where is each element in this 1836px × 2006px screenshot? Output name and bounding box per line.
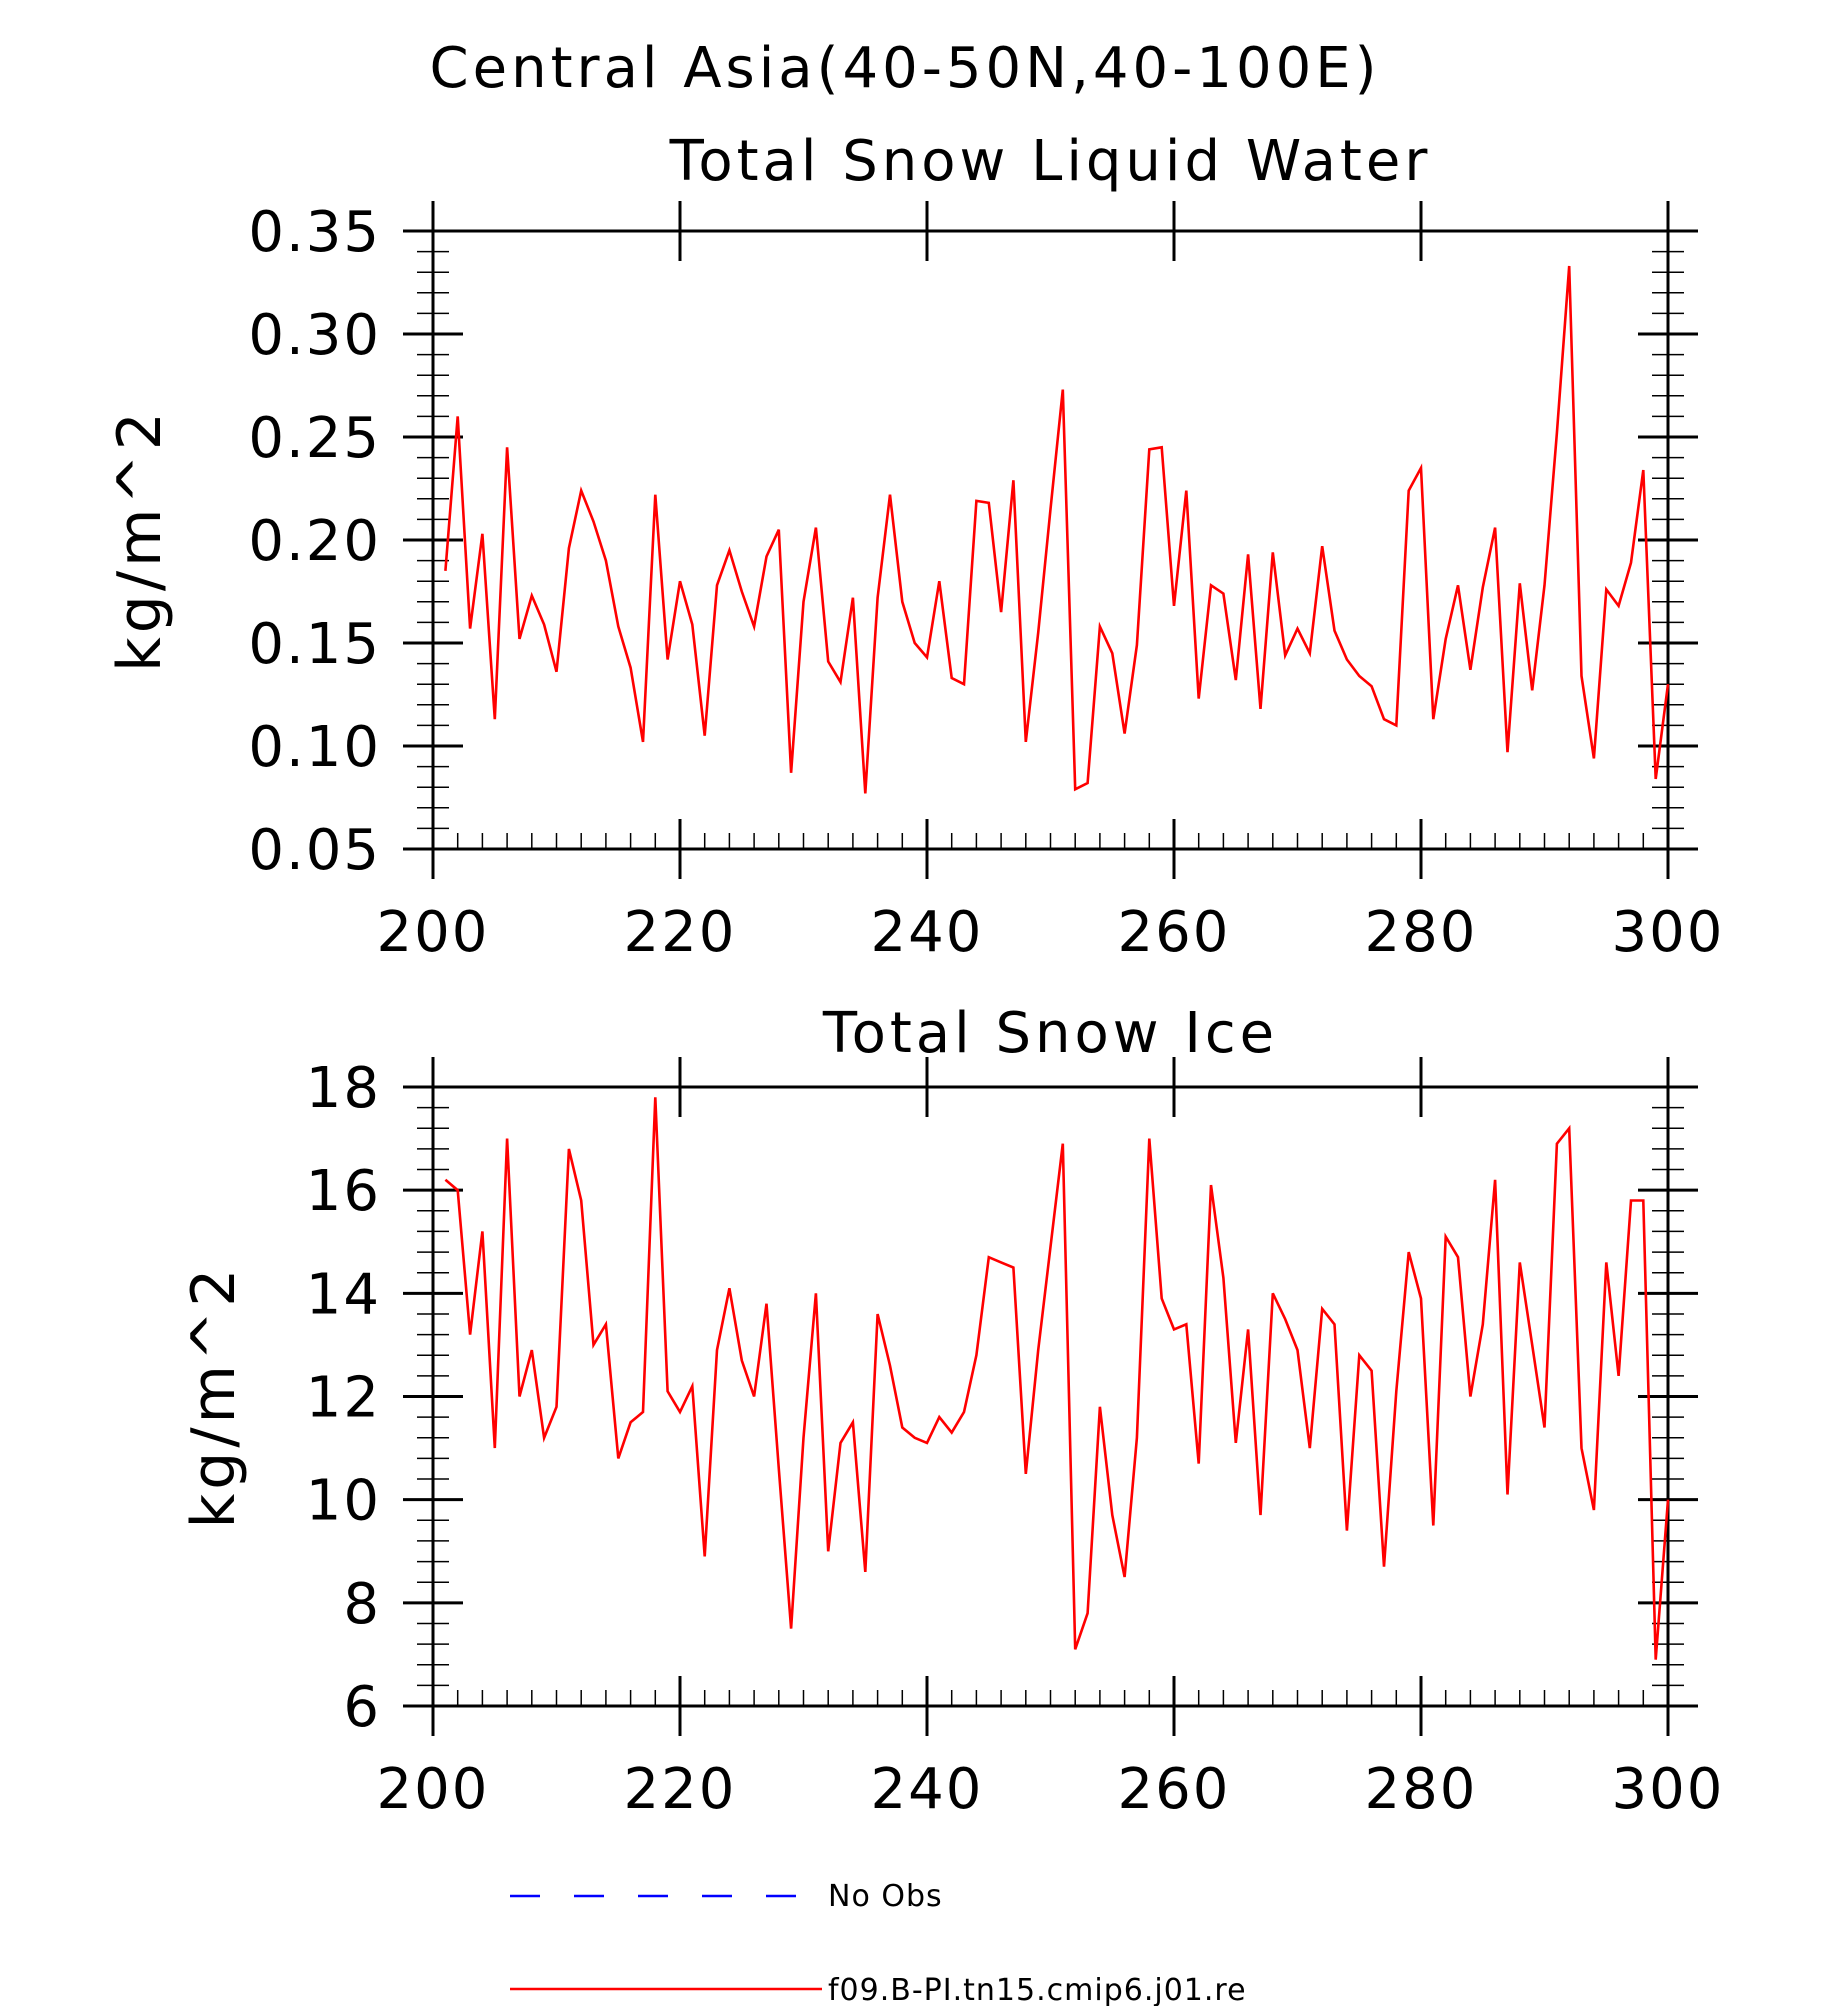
y-tick-label: 0.05 — [248, 818, 381, 883]
legend-label-no-obs: No Obs — [828, 1879, 943, 1914]
x-tick-label: 220 — [624, 1757, 737, 1822]
y-tick-label: 10 — [306, 1469, 381, 1534]
y-axis-label: kg/m^2 — [105, 408, 175, 672]
y-tick-label: 16 — [306, 1159, 381, 1224]
y-tick-label: 18 — [306, 1056, 381, 1121]
y-tick-label: 0.15 — [248, 612, 381, 677]
y-tick-label: 0.20 — [248, 509, 381, 574]
chart-total-snow-liquid-water: Total Snow Liquid Water 0.05 0.10 0.15 0.20 0… — [105, 129, 1725, 965]
x-tick-label: 240 — [871, 900, 984, 965]
x-tick-label: 300 — [1612, 1757, 1725, 1822]
x-tick-label: 200 — [377, 900, 490, 965]
x-tick-label: 260 — [1118, 900, 1231, 965]
x-tick-label: 300 — [1612, 900, 1725, 965]
y-tick-label: 6 — [343, 1675, 381, 1740]
x-tick-label: 200 — [377, 1757, 490, 1822]
y-tick-label: 0.30 — [248, 303, 381, 368]
legend: No Obs f09.B-PI.tn15.cmip6.j01.re — [510, 1879, 1247, 2006]
legend-label-model: f09.B-PI.tn15.cmip6.j01.re — [828, 1973, 1247, 2006]
page-title: Central Asia(40-50N,40-100E) — [430, 36, 1381, 101]
y-axis-label: kg/m^2 — [179, 1265, 249, 1529]
chart-title: Total Snow Ice — [822, 1001, 1278, 1066]
x-tick-label: 240 — [871, 1757, 984, 1822]
chart-title: Total Snow Liquid Water — [669, 129, 1432, 194]
x-tick-label: 260 — [1118, 1757, 1231, 1822]
plot-frame — [431, 229, 1670, 851]
y-tick-label: 12 — [306, 1366, 381, 1431]
chart-total-snow-ice: Total Snow Ice 6 8 10 12 14 16 18 200 220 240 260 28… — [179, 1001, 1725, 1822]
y-tick-label: 8 — [343, 1572, 381, 1637]
y-tick-label: 0.25 — [248, 406, 381, 471]
x-tick-label: 280 — [1365, 900, 1478, 965]
y-tick-label: 0.35 — [248, 200, 381, 265]
y-tick-label: 14 — [306, 1262, 381, 1327]
plot-frame — [431, 1085, 1670, 1708]
series-line — [444, 265, 1670, 794]
y-tick-label: 0.10 — [248, 715, 381, 780]
x-tick-label: 220 — [624, 900, 737, 965]
series-line — [444, 1097, 1670, 1660]
x-tick-label: 280 — [1365, 1757, 1478, 1822]
